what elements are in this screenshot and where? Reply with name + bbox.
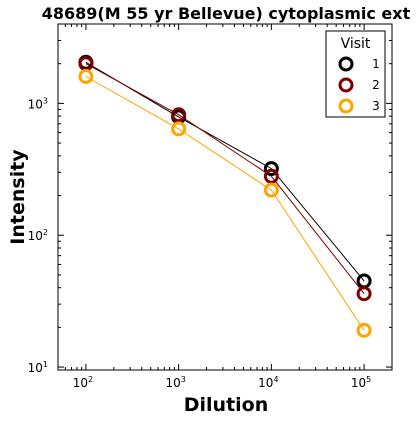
series-3-point [171, 121, 187, 137]
legend-label-2: 2 [372, 78, 380, 92]
legend-label-1: 1 [372, 57, 380, 71]
legend-marker-1 [338, 56, 354, 72]
legend-marker-2 [338, 77, 354, 93]
series-line-1 [85, 61, 365, 282]
legend-title: Visit [341, 36, 371, 52]
plot-frame [57, 23, 393, 371]
plot-area [78, 54, 372, 338]
series-3-point [78, 68, 94, 84]
y-tick-label: 102 [28, 228, 48, 243]
series-1-point [263, 161, 279, 177]
legend-label-3: 3 [372, 99, 380, 113]
x-tick-label: 103 [165, 375, 185, 390]
series-2-point [171, 107, 187, 123]
series-2-point [263, 168, 279, 184]
series-line-3 [85, 76, 365, 331]
y-axis-label: Intensity [7, 149, 29, 245]
legend: Visit 1 2 3 [325, 30, 386, 118]
series-2-point [356, 286, 372, 302]
x-axis: 102 103 104 105 [64, 24, 371, 390]
legend-marker-3 [338, 98, 354, 114]
x-axis-label: Dilution [184, 394, 269, 416]
series-1-point [356, 273, 372, 289]
series-3-point [263, 182, 279, 198]
legend-box [325, 30, 386, 118]
x-tick-label: 102 [73, 375, 93, 390]
series-3-point [356, 322, 372, 338]
chart-title: 48689(M 55 yr Bellevue) cytoplasmic ext [42, 4, 411, 23]
y-tick-label: 103 [28, 96, 48, 111]
y-tick-label: 101 [28, 360, 48, 375]
x-tick-label: 104 [258, 375, 278, 390]
series-line-2 [85, 63, 365, 295]
x-tick-label: 105 [351, 375, 371, 390]
